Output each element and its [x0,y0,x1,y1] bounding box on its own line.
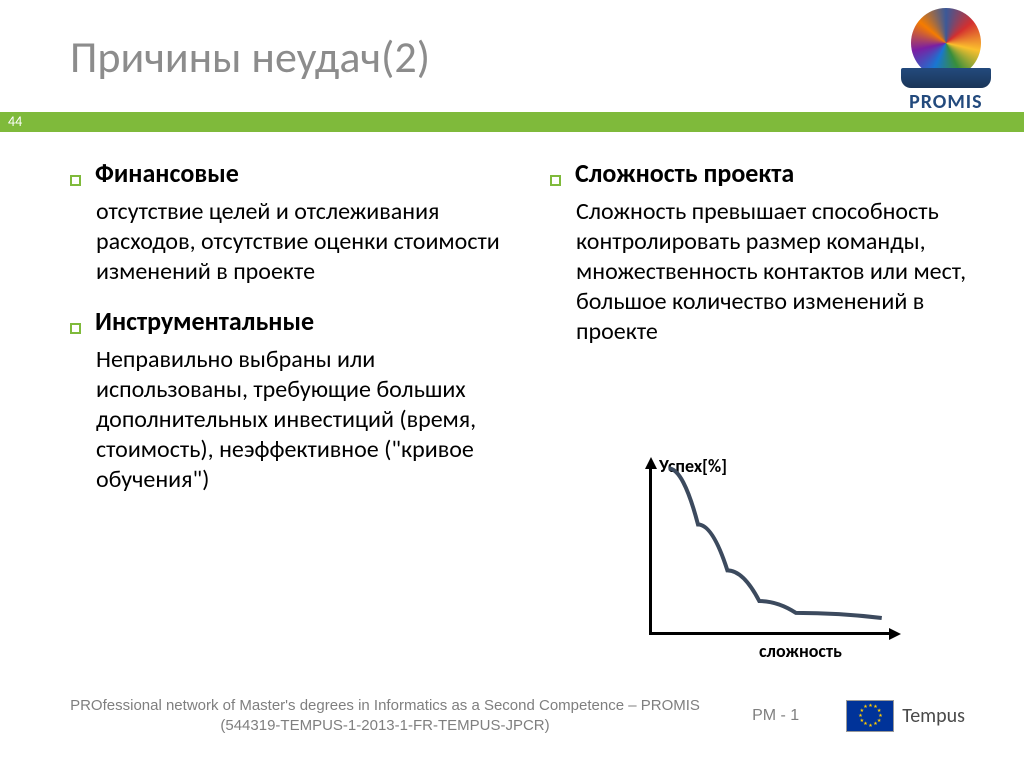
slide-footer: PROfessional network of Master's degrees… [65,696,965,735]
accent-stripe: 44 [0,112,1024,132]
bullet-icon [550,175,561,186]
footer-text: PROfessional network of Master's degrees… [65,696,705,735]
sponsor-logo: ★★★★★★★★★★★★ Tempus [846,700,965,732]
brand-logo: PROMIS PROFESSIONAL MASTER'S DEGREES [893,8,999,123]
bullet-item: Инструментальные [70,305,500,337]
slide-number: 44 [8,113,22,130]
footer-page: PM - 1 [752,707,799,725]
bullet-icon [70,175,81,186]
sponsor-name: Tempus [902,704,965,728]
bullet-body: Неправильно выбраны или использованы, тр… [70,345,500,495]
bullet-item: Финансовые [70,157,500,189]
success-complexity-chart: Успех[%] сложность [569,455,919,675]
slide-title: Причины неудач(2) [70,30,430,84]
bullet-icon [70,323,81,334]
globe-icon [901,8,991,88]
brand-name: PROMIS [893,90,999,114]
bullet-body: отсутствие целей и отслеживания расходов… [70,197,500,287]
slide-header: Причины неудач(2) [0,0,1024,104]
chart-curve [649,465,894,635]
bullet-heading: Сложность проекта [575,157,794,189]
left-column: Финансовые отсутствие целей и отслеживан… [70,157,500,513]
chart-xlabel: сложность [759,640,842,662]
bullet-item: Сложность проекта [550,157,980,189]
bullet-heading: Финансовые [95,157,239,189]
bullet-body: Сложность превышает способность контроли… [550,197,980,347]
bullet-heading: Инструментальные [95,305,314,337]
eu-flag-icon: ★★★★★★★★★★★★ [846,700,894,732]
